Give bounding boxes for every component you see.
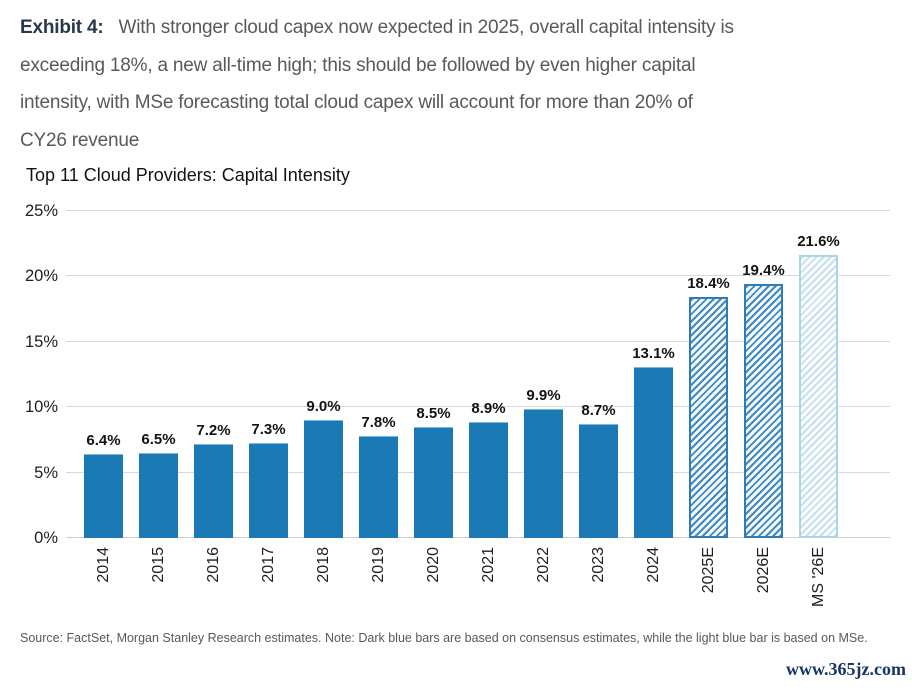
x-tick-label: 2020	[424, 547, 442, 583]
x-tick-label: 2026E	[754, 547, 772, 594]
x-cell-2016: 2016	[186, 547, 241, 627]
x-tick-label: 2023	[589, 547, 607, 583]
bar-2024	[634, 367, 673, 538]
bar-cell-2014: 6.4%	[76, 203, 131, 538]
bar-MS '26E	[799, 255, 838, 538]
x-tick-label: 2015	[149, 547, 167, 583]
bar-value-label: 21.6%	[797, 233, 840, 250]
gridline-10%	[66, 406, 890, 408]
bar-2016	[194, 444, 233, 538]
exhibit-label: Exhibit 4:	[20, 17, 104, 38]
bar-cell-2023: 8.7%	[571, 203, 626, 538]
heading-line: Exhibit 4: With stronger cloud capex now …	[20, 9, 902, 47]
chart-title: Top 11 Cloud Providers: Capital Intensit…	[26, 165, 350, 185]
bar-value-label: 7.8%	[361, 414, 396, 431]
bar-cell-2024: 13.1%	[626, 203, 681, 538]
x-tick-label: 2018	[314, 547, 332, 583]
bar-2023	[579, 424, 618, 538]
exhibit-heading: Exhibit 4: With stronger cloud capex now …	[20, 9, 902, 159]
bar-cell-2018: 9.0%	[296, 203, 351, 538]
bar-2022	[524, 409, 563, 538]
x-tick-label: 2022	[534, 547, 552, 583]
heading-text-line3: intensity, with MSe forecasting total cl…	[20, 92, 693, 113]
bar-value-label: 8.5%	[416, 405, 451, 422]
y-tick-label: 25%	[24, 202, 58, 220]
bar-2019	[359, 436, 398, 538]
y-tick-label: 10%	[24, 398, 58, 417]
watermark: www.365jz.com	[786, 659, 906, 679]
bar-2021	[469, 422, 508, 538]
heading-text-line1: With stronger cloud capex now expected i…	[118, 17, 735, 38]
y-tick-label: 5%	[34, 463, 58, 482]
bar-value-label: 19.4%	[742, 262, 785, 279]
heading-text-line4: CY26 revenue	[20, 129, 140, 151]
bar-value-label: 7.3%	[251, 421, 286, 438]
bar-cell-2016: 7.2%	[186, 203, 241, 538]
bar-2018	[304, 420, 343, 538]
bar-value-label: 13.1%	[632, 345, 675, 362]
bar-value-label: 9.9%	[526, 387, 561, 404]
y-tick-label: 20%	[24, 267, 58, 286]
bar-2015	[139, 453, 178, 538]
bar-cell-2025E: 18.4%	[681, 203, 736, 538]
bar-2025E	[689, 297, 728, 538]
bar-value-label: 6.4%	[86, 432, 121, 449]
gridline-25%	[66, 210, 890, 211]
bar-cell-2015: 6.5%	[131, 203, 186, 538]
bar-cell-2017: 7.3%	[241, 203, 296, 538]
y-tick-label: 15%	[24, 332, 58, 351]
y-axis-ticks: 0% 5% 10% 15% 20% 25%	[0, 202, 58, 547]
x-cell-2024: 2024	[626, 547, 681, 627]
bar-cell-2019: 7.8%	[351, 203, 406, 538]
x-tick-label: 2019	[369, 547, 387, 583]
source-note: Source: FactSet, Morgan Stanley Research…	[20, 631, 868, 645]
bar-cell-2026E: 19.4%	[736, 203, 791, 538]
bar-value-label: 18.4%	[687, 275, 730, 292]
x-tick-label: 2016	[204, 547, 222, 583]
bar-cell-2020: 8.5%	[406, 203, 461, 538]
x-cell-2019: 2019	[351, 547, 406, 627]
x-cell-2020: 2020	[406, 547, 461, 627]
x-cell-2022: 2022	[516, 547, 571, 627]
x-tick-label: 2025E	[699, 547, 717, 594]
x-cell-2023: 2023	[571, 547, 626, 627]
bar-2026E	[744, 284, 783, 538]
plot-area: 6.4% 6.5% 7.2% 7.3% 9.0% 7.8% 8.5% 8.9% 9.9% 8.7%…	[66, 203, 890, 538]
bar-value-label: 6.5%	[141, 431, 176, 448]
bar-cell-2022: 9.9%	[516, 203, 571, 538]
bar-value-label: 8.9%	[471, 400, 506, 417]
x-tick-label: 2021	[479, 547, 497, 583]
heading-text-line2: exceeding 18%, a new all-time high; this…	[20, 54, 696, 76]
x-tick-label: 2017	[259, 547, 277, 583]
x-cell-2025E: 2025E	[681, 547, 736, 627]
bar-value-label: 8.7%	[581, 402, 616, 419]
bar-2020	[414, 427, 453, 538]
bar-cell-MS '26E: 21.6%	[791, 203, 846, 538]
x-cell-2017: 2017	[241, 547, 296, 627]
bars-row: 6.4% 6.5% 7.2% 7.3% 9.0% 7.8% 8.5% 8.9% 9.9% 8.7%…	[76, 203, 846, 538]
gridline-20%	[66, 275, 890, 277]
x-cell-2018: 2018	[296, 547, 351, 627]
y-tick-label: 0%	[34, 529, 58, 547]
x-tick-label: MS '26E	[809, 547, 827, 607]
x-axis-labels: 2014 2015 2016 2017 2018 2019 2020 2021 2022 2023…	[76, 547, 846, 627]
x-tick-label: 2024	[644, 547, 662, 583]
bar-value-label: 9.0%	[306, 398, 341, 415]
bar-2017	[249, 443, 288, 538]
bar-2014	[84, 454, 123, 538]
x-cell-2014: 2014	[76, 547, 131, 627]
x-cell-2015: 2015	[131, 547, 186, 627]
x-cell-MS '26E: MS '26E	[791, 547, 846, 627]
x-cell-2021: 2021	[461, 547, 516, 627]
x-cell-2026E: 2026E	[736, 547, 791, 627]
bar-cell-2021: 8.9%	[461, 203, 516, 538]
gridline-15%	[66, 340, 890, 342]
x-tick-label: 2014	[94, 547, 112, 583]
bar-value-label: 7.2%	[196, 422, 231, 439]
